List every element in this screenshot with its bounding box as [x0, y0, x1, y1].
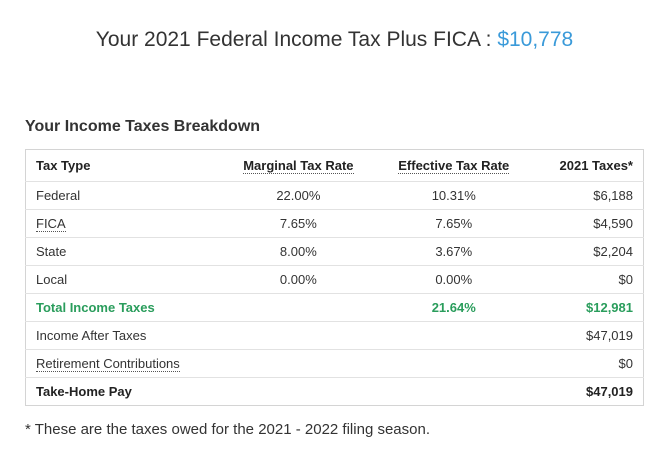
cell-text: $47,019 — [586, 384, 633, 399]
table-cell: 0.00% — [375, 265, 532, 294]
table-cell: $47,019 — [531, 321, 644, 350]
column-header: Effective Tax Rate — [376, 150, 532, 182]
table-row: Take-Home Pay $47,019 — [25, 377, 644, 406]
table-row: State 8.00% 3.67% $2,204 — [25, 237, 644, 266]
cell-text: Total Income Taxes — [36, 300, 155, 315]
cell-text: Income After Taxes — [36, 328, 147, 343]
table-row: Income After Taxes $47,019 — [25, 321, 644, 350]
section-title: Your Income Taxes Breakdown — [25, 118, 261, 135]
cell-text: $2,204 — [593, 244, 633, 259]
column-header-text: 2021 Taxes* — [559, 158, 634, 173]
header-amount: $10,778 — [497, 28, 574, 51]
table-cell — [220, 293, 376, 322]
cell-text: $0 — [618, 356, 633, 371]
table-cell: 7.65% — [220, 209, 376, 238]
table-cell — [375, 321, 532, 350]
table-cell: Total Income Taxes — [25, 293, 221, 322]
table-cell: $12,981 — [531, 293, 644, 322]
table-row: Retirement Contributions $0 — [25, 349, 644, 378]
table-row: FICA 7.65% 7.65% $4,590 — [25, 209, 644, 238]
table-cell: $0 — [531, 349, 644, 378]
table-cell — [375, 349, 532, 378]
cell-text: 7.65% — [279, 216, 317, 231]
table-cell: 10.31% — [375, 181, 532, 210]
table-row: Federal 22.00% 10.31% $6,188 — [25, 181, 644, 210]
column-header-text[interactable]: Effective Tax Rate — [398, 158, 510, 174]
table-cell — [220, 321, 376, 350]
column-header: Tax Type — [26, 150, 221, 182]
cell-text: 0.00% — [435, 272, 473, 287]
table-cell: Take-Home Pay — [25, 377, 221, 406]
cell-text: 22.00% — [276, 188, 321, 203]
table-cell: $6,188 — [531, 181, 644, 210]
cell-text: $4,590 — [593, 216, 633, 231]
cell-text: State — [36, 244, 67, 259]
column-header: Marginal Tax Rate — [221, 150, 376, 182]
table-row: Local 0.00% 0.00% $0 — [25, 265, 644, 294]
table-cell: Federal — [25, 181, 221, 210]
column-header-text[interactable]: Marginal Tax Rate — [243, 158, 354, 174]
tax-table: Tax Type Marginal Tax Rate Effective Tax R… — [25, 149, 644, 406]
table-cell: State — [25, 237, 221, 266]
table-cell: $2,204 — [531, 237, 644, 266]
table-cell — [220, 349, 376, 378]
table-row: Total Income Taxes 21.64% $12,981 — [25, 293, 644, 322]
table-cell: Local — [25, 265, 221, 294]
table-cell: FICA — [25, 209, 221, 238]
table-cell — [220, 377, 376, 406]
table-cell: 22.00% — [220, 181, 376, 210]
footnote: * These are the taxes owed for the 2021 … — [25, 421, 430, 438]
table-body: Federal 22.00% 10.31% $6,188 FICA 7.65% 7.65% $… — [25, 181, 644, 406]
cell-text: $12,981 — [586, 300, 633, 315]
cell-text: 10.31% — [431, 188, 476, 203]
cell-text: $0 — [618, 272, 633, 287]
table-cell: 3.67% — [375, 237, 532, 266]
table-cell: 21.64% — [375, 293, 532, 322]
header: Your 2021 Federal Income Tax Plus FICA :… — [0, 28, 669, 52]
header-row: Tax Type Marginal Tax Rate Effective Tax R… — [26, 150, 644, 182]
cell-text: 0.00% — [279, 272, 317, 287]
cell-text: 7.65% — [435, 216, 473, 231]
cell-text: 3.67% — [435, 244, 473, 259]
cell-text: Federal — [36, 188, 81, 203]
cell-text: 8.00% — [279, 244, 317, 259]
table-cell: $47,019 — [531, 377, 644, 406]
cell-text: $47,019 — [586, 328, 633, 343]
table-cell: $4,590 — [531, 209, 644, 238]
cell-text: Local — [36, 272, 68, 287]
cell-text: 21.64% — [431, 300, 476, 315]
table-cell: Income After Taxes — [25, 321, 221, 350]
table-cell: 8.00% — [220, 237, 376, 266]
header-title: Your 2021 Federal Income Tax Plus FICA : — [95, 28, 492, 51]
table-cell: 7.65% — [375, 209, 532, 238]
column-header-text: Tax Type — [36, 158, 91, 173]
cell-text[interactable]: FICA — [36, 216, 66, 232]
column-header: 2021 Taxes* — [532, 150, 644, 182]
table-cell: 0.00% — [220, 265, 376, 294]
table-cell — [375, 377, 532, 406]
cell-text: Take-Home Pay — [36, 384, 132, 399]
cell-text[interactable]: Retirement Contributions — [36, 356, 180, 372]
table-cell: Retirement Contributions — [25, 349, 221, 378]
table-cell: $0 — [531, 265, 644, 294]
cell-text: $6,188 — [593, 188, 633, 203]
